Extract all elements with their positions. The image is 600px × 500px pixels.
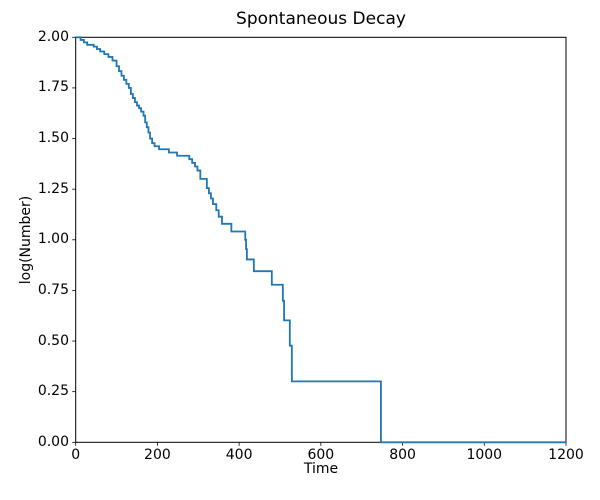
y-tick-label: 1.50 bbox=[37, 130, 69, 147]
y-tick-label: 2.00 bbox=[37, 28, 69, 45]
x-tick-label: 800 bbox=[389, 447, 416, 463]
y-tick-label: 1.25 bbox=[37, 180, 69, 197]
axes-spines bbox=[75, 36, 567, 443]
y-tick-label: 0.00 bbox=[37, 433, 69, 450]
y-tick-label: 1.75 bbox=[37, 79, 69, 96]
x-tick-label: 1000 bbox=[466, 447, 503, 463]
decay-step-line bbox=[75, 36, 566, 444]
chart-title: Spontaneous Decay bbox=[236, 9, 406, 29]
y-tick-label: 0.75 bbox=[37, 281, 69, 298]
x-tick-label: 200 bbox=[144, 447, 171, 463]
x-tick-label: 400 bbox=[225, 447, 253, 463]
x-axis-label: Time bbox=[303, 461, 339, 477]
y-tick-label: 0.25 bbox=[37, 383, 69, 400]
y-tick-label: 1.00 bbox=[37, 231, 69, 248]
x-tick-label: 1200 bbox=[548, 447, 584, 463]
y-tick-label: 0.50 bbox=[37, 332, 69, 349]
x-tick-label: 600 bbox=[307, 447, 335, 463]
x-tick-label: 0 bbox=[71, 447, 81, 463]
